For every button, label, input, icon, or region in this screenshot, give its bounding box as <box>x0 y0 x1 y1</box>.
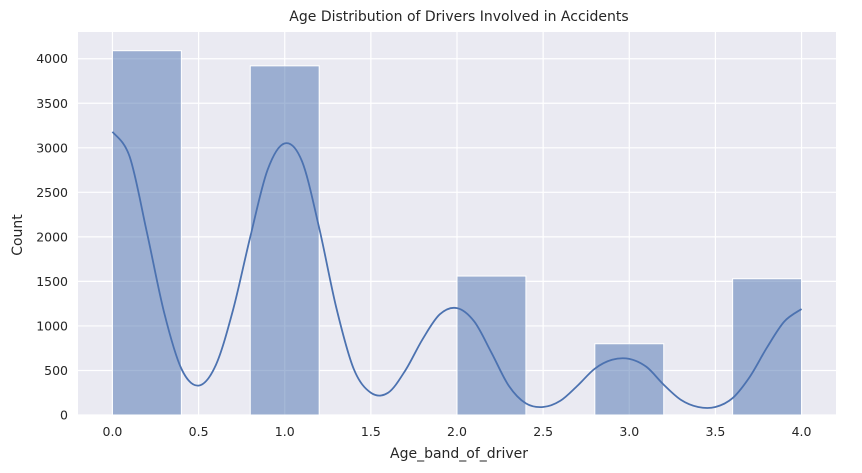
y-tick-label: 0 <box>60 408 68 423</box>
x-tick-label: 0.0 <box>103 424 123 439</box>
histogram-bar <box>594 343 665 416</box>
histogram-bars <box>111 50 803 416</box>
x-tick-label: 0.5 <box>189 424 209 439</box>
histogram-bar <box>249 65 320 416</box>
x-tick-label: 2.5 <box>533 424 553 439</box>
x-axis-label: Age_band_of_driver <box>390 446 528 462</box>
chart-title: Age Distribution of Drivers Involved in … <box>289 9 628 25</box>
y-tick-label: 2500 <box>36 185 68 200</box>
y-tick-label: 2000 <box>36 229 68 244</box>
x-tick-label: 2.0 <box>447 424 467 439</box>
y-tick-label: 3000 <box>36 140 68 155</box>
x-tick-label: 1.0 <box>275 424 295 439</box>
y-tick-label: 4000 <box>36 51 68 66</box>
x-tick-label: 1.5 <box>361 424 381 439</box>
y-tick-label: 1500 <box>36 274 68 289</box>
x-tick-label: 3.0 <box>619 424 639 439</box>
y-axis-label: Count <box>10 214 26 256</box>
y-tick-label: 3500 <box>36 96 68 111</box>
x-tick-label: 4.0 <box>792 424 812 439</box>
y-tick-labels: 0 500 1000 1500 2000 2500 3000 3500 4000 <box>36 51 68 422</box>
x-tick-labels: 0.0 0.5 1.0 1.5 2.0 2.5 3.0 3.5 4.0 <box>103 424 812 439</box>
kde-curve <box>111 131 803 409</box>
y-tick-label: 500 <box>44 363 68 378</box>
x-tick-label: 3.5 <box>705 424 725 439</box>
y-tick-label: 1000 <box>36 318 68 333</box>
